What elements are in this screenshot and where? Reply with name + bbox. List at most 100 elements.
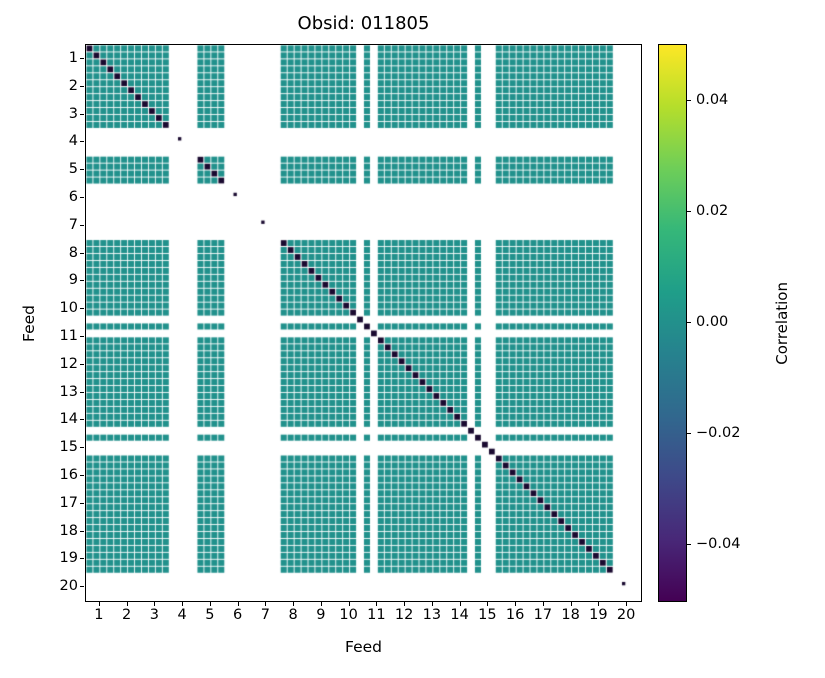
x-tick-label: 1: [94, 607, 104, 623]
x-tick-mark: [348, 602, 350, 606]
y-tick-mark: [80, 169, 84, 171]
x-tick-label: 16: [505, 607, 525, 623]
plot-title: Obsid: 011805: [297, 13, 430, 34]
x-tick-label: 6: [233, 607, 243, 623]
y-tick-label: 19: [59, 550, 78, 567]
y-tick-label: 15: [59, 439, 78, 456]
y-tick-label: 14: [59, 411, 78, 428]
y-tick-label: 8: [68, 244, 78, 261]
y-tick-mark: [80, 419, 84, 421]
x-tick-label: 20: [616, 607, 636, 623]
colorbar-tick-label: 0.04: [696, 91, 729, 108]
y-axis-label-wrap: Feed: [20, 44, 38, 602]
y-tick-label: 11: [59, 327, 78, 344]
y-tick-mark: [80, 502, 84, 504]
x-tick-label: 12: [394, 607, 414, 623]
x-tick-mark: [293, 602, 295, 606]
y-tick-label: 20: [59, 578, 78, 595]
y-tick-mark: [80, 196, 84, 198]
y-tick-mark: [80, 335, 84, 337]
y-tick-mark: [80, 586, 84, 588]
x-tick-mark: [487, 602, 489, 606]
y-tick-mark: [80, 558, 84, 560]
x-tick-mark: [459, 602, 461, 606]
y-tick-label: 3: [68, 105, 78, 122]
y-tick-mark: [80, 141, 84, 143]
y-tick-mark: [80, 280, 84, 282]
y-tick-label: 5: [68, 161, 78, 178]
y-tick-label: 9: [68, 272, 78, 289]
colorbar-tick-mark: [687, 99, 691, 101]
x-tick-label: 17: [533, 607, 553, 623]
colorbar-tick-mark: [687, 544, 691, 546]
colorbar-tick-label: 0.00: [696, 314, 729, 330]
x-tick-label: 10: [339, 607, 358, 623]
x-tick-mark: [154, 602, 156, 606]
colorbar-tick-mark: [687, 322, 691, 323]
x-tick-mark: [515, 602, 517, 606]
colorbar-label-wrap: Correlation: [773, 44, 791, 602]
y-tick-label: 1: [68, 49, 78, 66]
heatmap-canvas: [86, 45, 641, 601]
x-tick-mark: [626, 602, 628, 606]
x-tick-mark: [598, 602, 600, 606]
x-tick-mark: [265, 602, 267, 606]
x-tick-mark: [404, 602, 406, 606]
y-tick-mark: [80, 391, 84, 393]
y-tick-mark: [80, 308, 84, 310]
y-axis-label: Feed: [20, 304, 38, 342]
colorbar-gradient: [658, 44, 687, 602]
y-tick-mark: [80, 85, 84, 87]
x-tick-label: 18: [561, 607, 580, 623]
y-tick-label: 7: [68, 216, 78, 233]
x-tick-mark: [98, 602, 100, 606]
y-tick-mark: [80, 474, 84, 476]
y-tick-mark: [80, 252, 84, 254]
x-tick-mark: [237, 602, 239, 606]
x-tick-label: 9: [316, 607, 326, 623]
x-tick-mark: [209, 602, 211, 606]
x-tick-label: 2: [122, 607, 132, 623]
y-tick-label: 12: [59, 355, 78, 372]
x-tick-label: 8: [288, 607, 298, 623]
x-tick-mark: [431, 602, 433, 606]
y-tick-label: 18: [59, 522, 78, 539]
x-tick-mark: [320, 602, 322, 606]
y-tick-label: 10: [59, 300, 78, 317]
y-tick-mark: [80, 224, 84, 226]
colorbar-tick-label: 0.02: [696, 202, 729, 219]
y-tick-label: 13: [59, 383, 78, 400]
colorbar: Correlation 0.04 0.02 0.00 −0.02 −0.04: [658, 44, 823, 602]
y-tick-label: 6: [68, 188, 78, 205]
y-tick-label: 4: [68, 133, 78, 150]
y-tick-mark: [80, 57, 84, 59]
y-tick-mark: [80, 363, 84, 365]
x-tick-label: 14: [450, 607, 469, 623]
x-tick-label: 7: [260, 607, 270, 623]
colorbar-tick-label: −0.04: [696, 536, 741, 553]
y-tick-label: 17: [59, 494, 78, 511]
y-tick-mark: [80, 447, 84, 449]
x-tick-label: 3: [149, 607, 159, 623]
colorbar-tick-mark: [687, 433, 691, 435]
x-tick-label: 15: [478, 607, 497, 623]
colorbar-tick-label: −0.02: [696, 425, 741, 442]
x-tick-mark: [126, 602, 128, 606]
x-tick-mark: [542, 602, 544, 606]
colorbar-label: Correlation: [773, 281, 791, 365]
x-tick-mark: [376, 602, 378, 606]
y-tick-label: 16: [59, 466, 78, 483]
x-tick-label: 19: [589, 607, 608, 623]
x-tick-label: 13: [422, 607, 442, 623]
y-tick-mark: [80, 113, 84, 115]
colorbar-tick-mark: [687, 210, 691, 212]
x-tick-label: 5: [205, 607, 215, 623]
y-tick-mark: [80, 530, 84, 532]
y-tick-label: 2: [68, 77, 78, 94]
x-tick-mark: [182, 602, 184, 606]
plot-area: [85, 44, 642, 602]
x-tick-label: 11: [367, 607, 386, 623]
x-tick-mark: [570, 602, 572, 606]
x-axis-label: Feed: [345, 638, 382, 656]
